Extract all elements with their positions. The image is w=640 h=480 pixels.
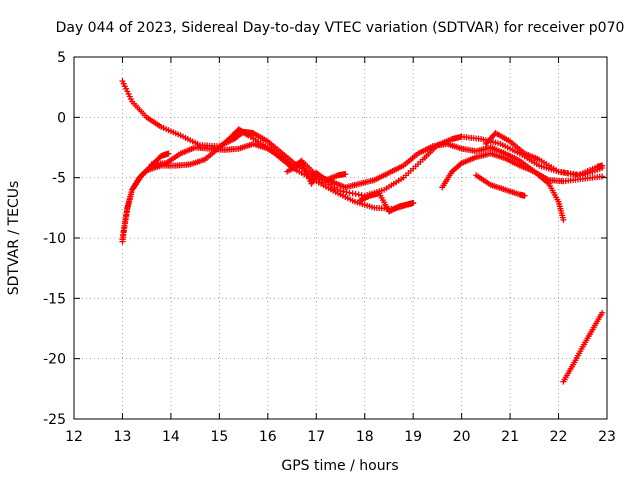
y-tick-label: -20 (43, 352, 66, 368)
x-tick-label: 12 (65, 429, 83, 445)
plot-frame (73, 56, 608, 420)
data-point (165, 150, 172, 157)
data-point (244, 131, 251, 138)
grid (74, 57, 607, 419)
x-tick-label: 21 (501, 429, 519, 445)
axis-ticks: 12 13 14 15 16 17 18 19 20 21 22 23 -25 -20 -15 -10 -5 0 5 (43, 50, 616, 445)
series-track-5 (284, 160, 349, 187)
x-tick-label: 16 (259, 429, 277, 445)
series-track-10 (560, 309, 606, 385)
x-tick-label: 19 (404, 429, 422, 445)
y-tick-label: -5 (52, 171, 66, 187)
data-point (410, 200, 417, 207)
x-tick-label: 18 (356, 429, 374, 445)
series-track-8 (473, 172, 528, 199)
x-tick-label: 14 (162, 429, 180, 445)
data-point (521, 192, 528, 199)
y-tick-label: 5 (57, 50, 66, 66)
y-tick-label: -25 (43, 412, 66, 428)
series-track-7 (439, 150, 567, 223)
data-point (457, 161, 464, 168)
data-points (119, 78, 606, 385)
series-track-9 (482, 130, 606, 179)
series-track-6 (356, 190, 417, 215)
x-tick-label: 20 (453, 429, 471, 445)
x-tick-label: 22 (550, 429, 568, 445)
data-point (599, 309, 606, 316)
y-tick-label: -10 (43, 231, 66, 247)
x-tick-label: 15 (210, 429, 228, 445)
y-tick-label: -15 (43, 291, 66, 307)
x-tick-label: 13 (114, 429, 132, 445)
data-point (599, 173, 606, 180)
y-tick-label: 0 (57, 110, 66, 126)
y-axis-label: SDTVAR / TECUs (6, 181, 22, 296)
x-tick-label: 17 (307, 429, 325, 445)
data-point (599, 162, 606, 169)
x-tick-label: 23 (598, 429, 616, 445)
data-point (560, 216, 567, 223)
chart-title: Day 044 of 2023, Sidereal Day-to-day VTE… (56, 20, 625, 36)
data-point (342, 171, 349, 178)
x-axis-label: GPS time / hours (281, 458, 398, 474)
